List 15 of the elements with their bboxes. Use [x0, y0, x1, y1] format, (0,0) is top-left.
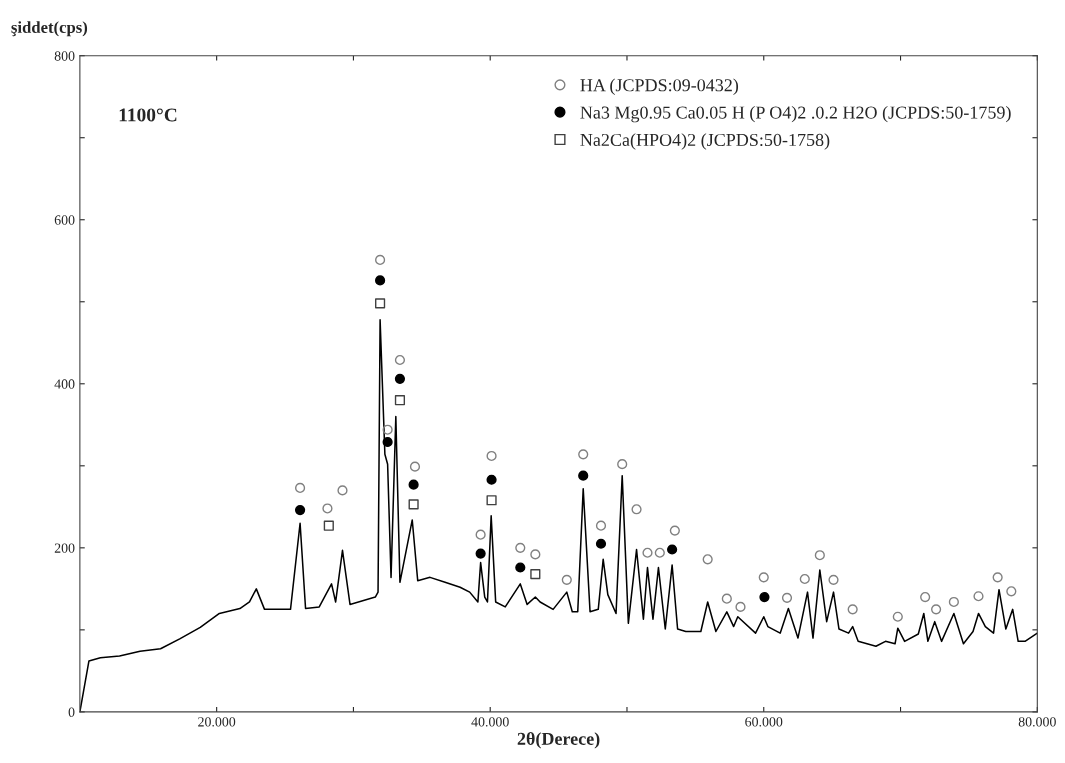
- x-tick-label: 80.000: [1018, 717, 1056, 727]
- y-tick-label: 800: [54, 51, 75, 61]
- legend-label: Na3 Mg0.95 Ca0.05 H (P O4)2 .0.2 H2O (JCPDS:50-1759): [580, 105, 1011, 123]
- x-axis-title: 2θ(Derece): [517, 732, 600, 749]
- y-tick-label: 200: [54, 543, 75, 553]
- legend-label: Na2Ca(HPO4)2 (JCPDS:50-1758): [580, 133, 830, 150]
- x-tick-label: 60.000: [745, 717, 783, 727]
- legend-label: HA (JCPDS:09-0432): [580, 78, 739, 95]
- y-tick-label: 600: [54, 215, 75, 225]
- x-tick-label: 40.000: [471, 717, 509, 727]
- y-axis-title: şiddet(cps): [11, 21, 88, 37]
- y-tick-label: 400: [54, 379, 75, 389]
- y-tick-label: 0: [68, 707, 75, 717]
- annotation: 1100°C: [119, 108, 177, 122]
- x-tick-label: 20.000: [198, 717, 236, 727]
